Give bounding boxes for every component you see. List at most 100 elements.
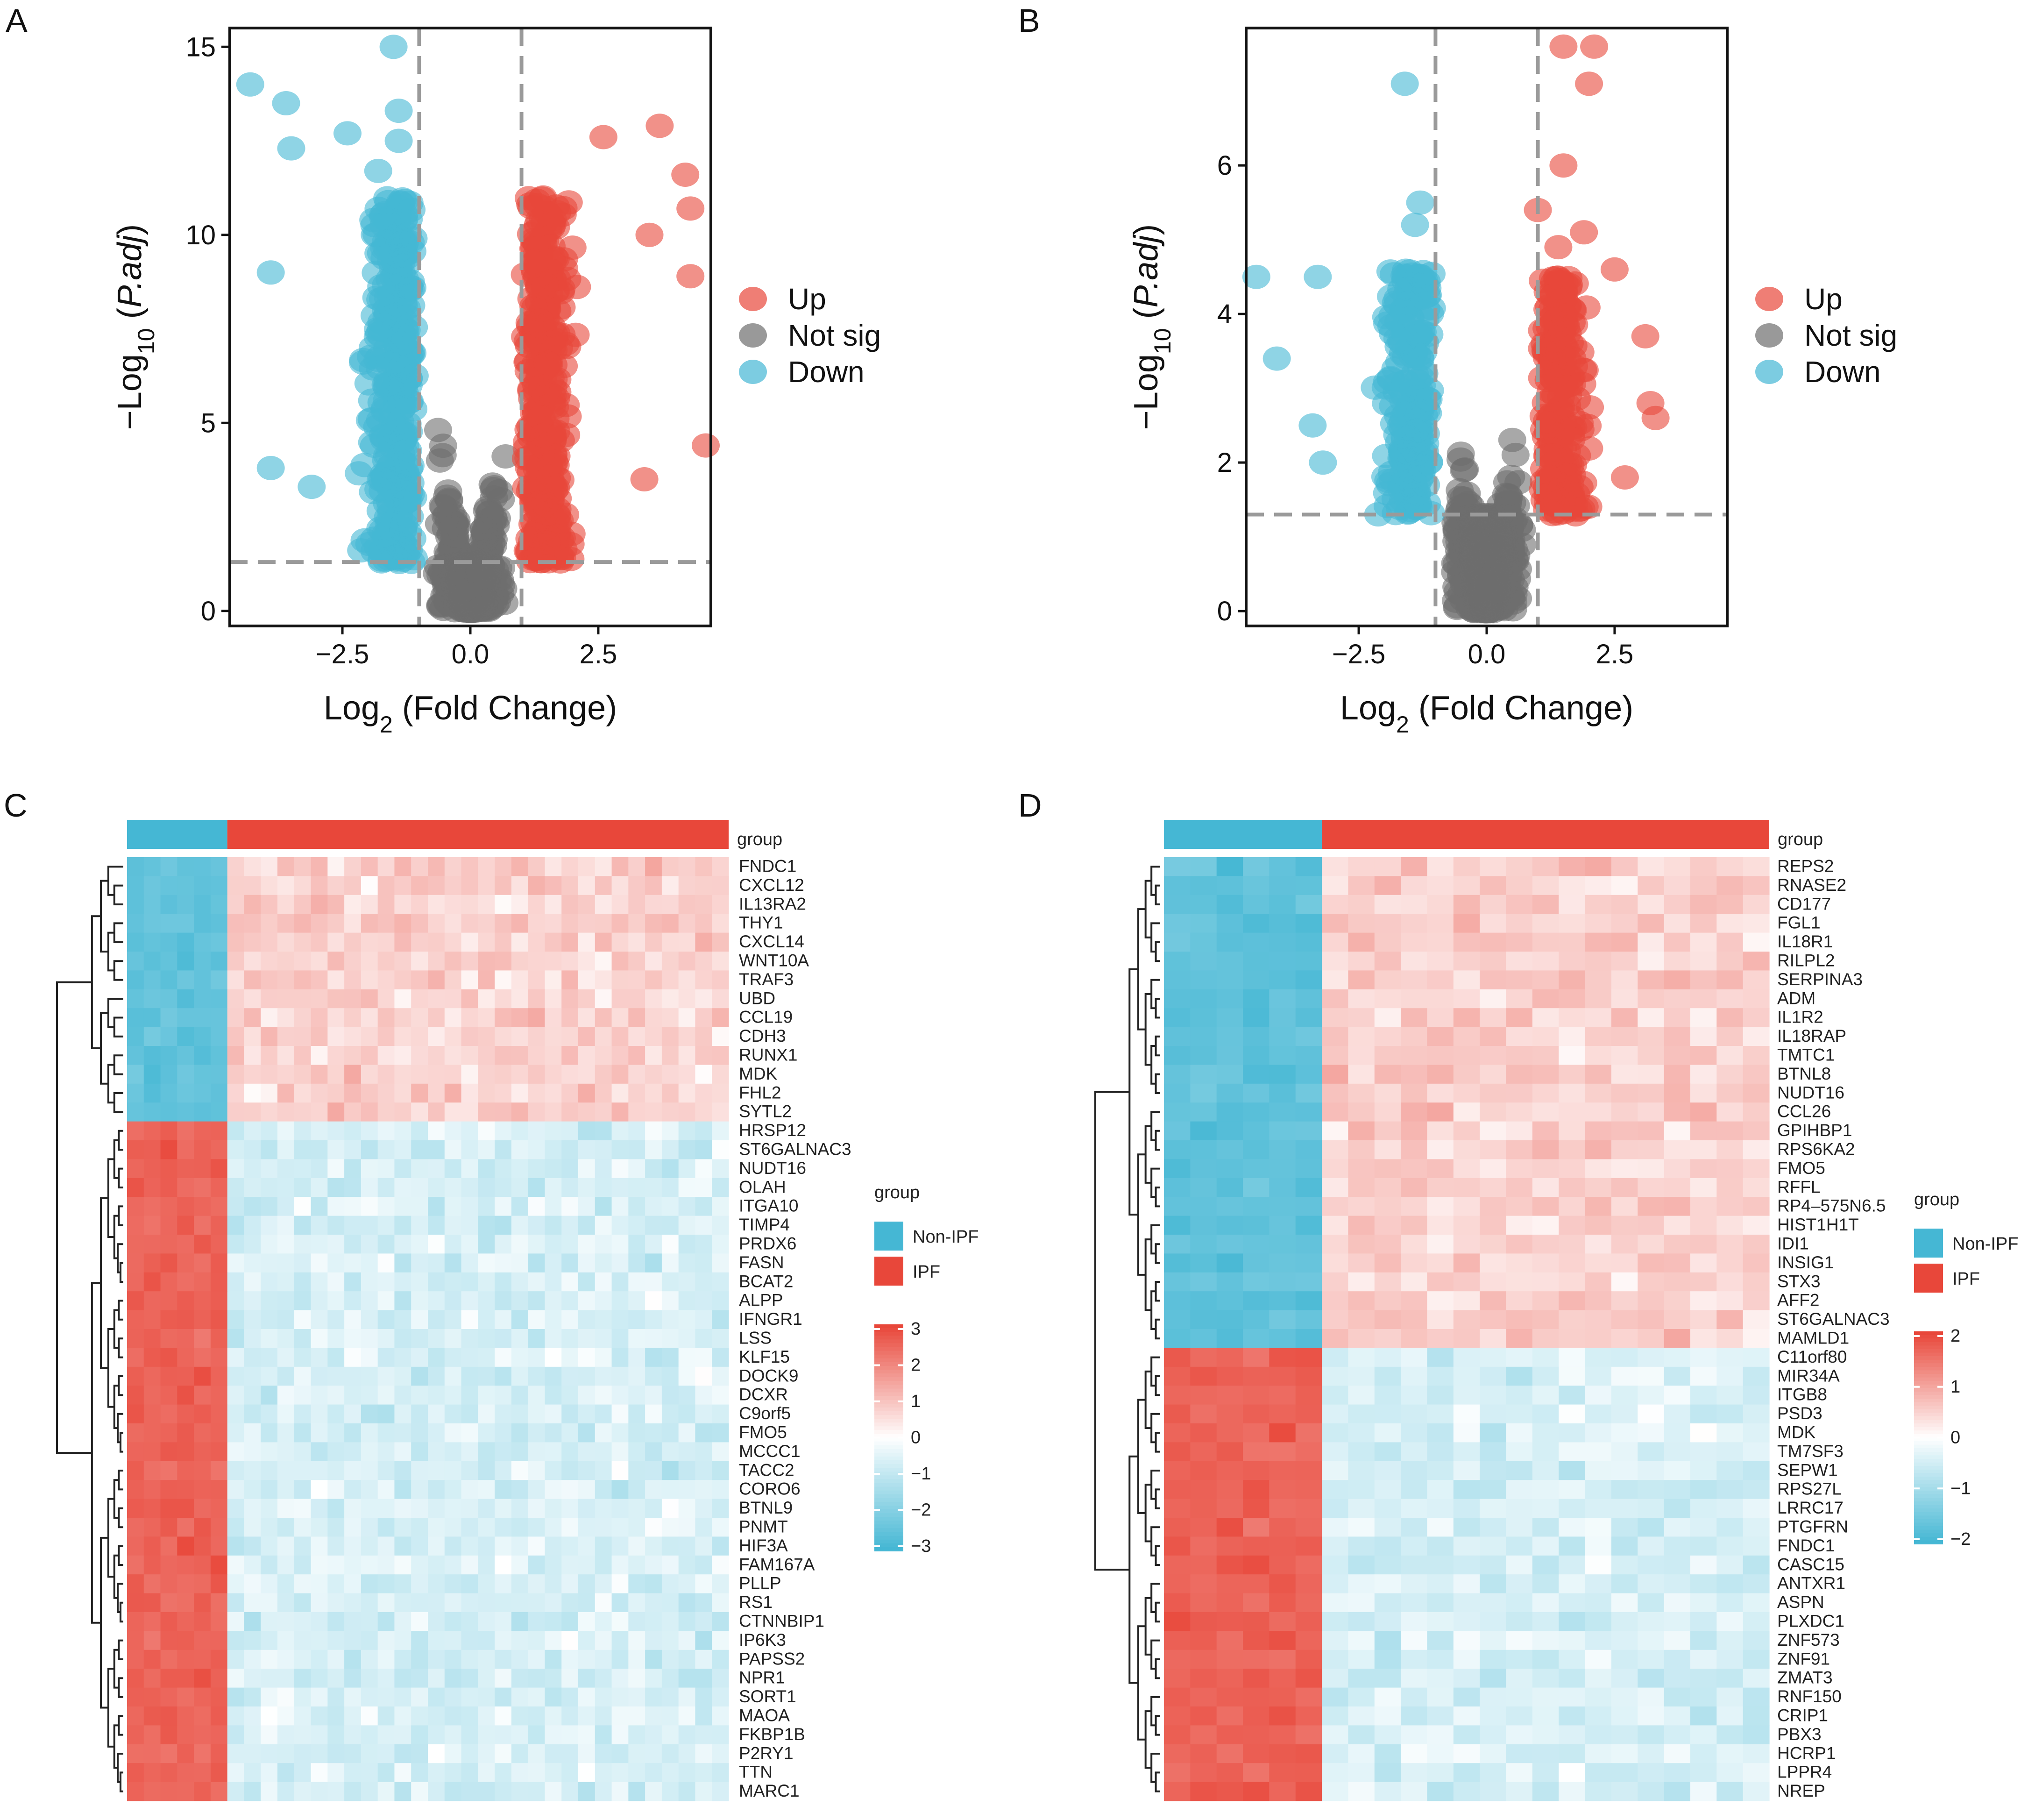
heatmap-cell: [344, 1706, 362, 1726]
heatmap-cell: [127, 1235, 144, 1254]
heatmap-cell: [461, 1008, 478, 1028]
heatmap-cell: [377, 1102, 395, 1122]
heatmap-cell: [428, 1555, 445, 1575]
heatmap-cell: [661, 1442, 679, 1462]
heatmap-cell: [444, 1140, 462, 1159]
heatmap-cell: [311, 1649, 328, 1669]
heatmap-cell: [377, 914, 395, 933]
heatmap-cell: [277, 1593, 295, 1613]
heatmap-cell: [227, 1235, 245, 1254]
heatmap-cell: [227, 1706, 245, 1726]
heatmap-cell: [227, 1027, 245, 1046]
heatmap-cell: [444, 1518, 462, 1537]
heatmap-cell: [127, 1725, 144, 1745]
heatmap-cell: [511, 1499, 529, 1518]
heatmap-cell: [545, 932, 562, 952]
heatmap-cell: [545, 1329, 562, 1348]
heatmap-cell: [160, 1612, 177, 1631]
heatmap-cell: [194, 1386, 211, 1405]
heatmap-cell: [210, 1423, 228, 1443]
heatmap-cell: [327, 1461, 345, 1480]
heatmap-cell: [611, 1386, 629, 1405]
heatmap-cell: [712, 1329, 729, 1348]
point-down: [369, 478, 397, 503]
point-up: [1539, 443, 1567, 468]
heatmap-cell: [277, 1669, 295, 1688]
heatmap-cell: [645, 1310, 662, 1329]
heatmap-cell: [578, 1763, 596, 1783]
heatmap-cell: [561, 1669, 579, 1688]
heatmap-cell: [261, 1291, 278, 1311]
heatmap-cell: [261, 1046, 278, 1065]
heatmap-cell: [227, 952, 245, 971]
heatmap-cell: [511, 1253, 529, 1273]
heatmap-cell: [444, 1631, 462, 1650]
heatmap-cell: [194, 1065, 211, 1084]
heatmap-cell: [428, 1593, 445, 1613]
heatmap-cell: [227, 1102, 245, 1122]
heatmap-cell: [511, 1612, 529, 1631]
heatmap-cell: [478, 895, 495, 914]
heatmap-cell: [545, 1121, 562, 1141]
heatmap-cell: [261, 1216, 278, 1235]
heatmap-cell: [628, 914, 645, 933]
heatmap-cell: [545, 1669, 562, 1688]
heatmap-cell: [327, 1404, 345, 1424]
heatmap-cell: [661, 1631, 679, 1650]
heatmap-cell: [478, 1235, 495, 1254]
heatmap-cell: [394, 1291, 411, 1311]
heatmap-cell: [361, 1480, 378, 1500]
heatmap-cell: [194, 895, 211, 914]
heatmap-cell: [661, 970, 679, 990]
point-notsig: [491, 444, 520, 469]
heatmap-cell: [177, 1631, 194, 1650]
heatmap-cell: [194, 1763, 211, 1783]
heatmap-cell: [444, 1386, 462, 1405]
heatmap-cell: [678, 857, 696, 876]
heatmap-cell: [495, 989, 512, 1009]
heatmap-cell: [695, 1555, 712, 1575]
heatmap-cell: [143, 895, 161, 914]
heatmap-cell: [327, 1216, 345, 1235]
heatmap-cell: [461, 1291, 478, 1311]
point-up-outlier: [1580, 34, 1609, 59]
heatmap-cell: [611, 1499, 629, 1518]
heatmap-cell: [261, 1480, 278, 1500]
heatmap-cell: [545, 1649, 562, 1669]
heatmap-cell: [578, 1329, 596, 1348]
heatmap-cell: [294, 1499, 312, 1518]
heatmap-cell: [411, 1366, 428, 1386]
heatmap-cell: [712, 952, 729, 971]
point-up: [526, 308, 554, 333]
heatmap-cell: [444, 1329, 462, 1348]
heatmap-cell: [511, 970, 529, 990]
heatmap-cell: [261, 876, 278, 896]
heatmap-cell: [495, 1235, 512, 1254]
heatmap-cell: [244, 1291, 261, 1311]
heatmap-cell: [478, 1272, 495, 1292]
heatmap-cell: [160, 1461, 177, 1480]
heatmap-cell: [361, 1499, 378, 1518]
heatmap-cell: [361, 1593, 378, 1613]
heatmap-cell: [261, 989, 278, 1009]
heatmap-cell: [495, 1461, 512, 1480]
heatmap-cell: [327, 989, 345, 1009]
heatmap-cell: [595, 1706, 612, 1726]
heatmap-cell: [327, 1159, 345, 1179]
heatmap-cell: [712, 876, 729, 896]
heatmap-cell: [227, 876, 245, 896]
point-up: [532, 530, 560, 555]
heatmap-cell: [428, 1366, 445, 1386]
heatmap-cell: [311, 1102, 328, 1122]
heatmap-cell: [595, 1744, 612, 1763]
heatmap-cell: [210, 1140, 228, 1159]
heatmap-cell: [210, 1348, 228, 1367]
heatmap-cell: [177, 1197, 194, 1216]
heatmap-cell: [695, 857, 712, 876]
heatmap-cell: [628, 1480, 645, 1500]
heatmap-cell: [261, 895, 278, 914]
heatmap-cell: [511, 1744, 529, 1763]
heatmap-cell: [528, 1725, 546, 1745]
heatmap-cell: [611, 1046, 629, 1065]
point-down: [375, 352, 403, 376]
